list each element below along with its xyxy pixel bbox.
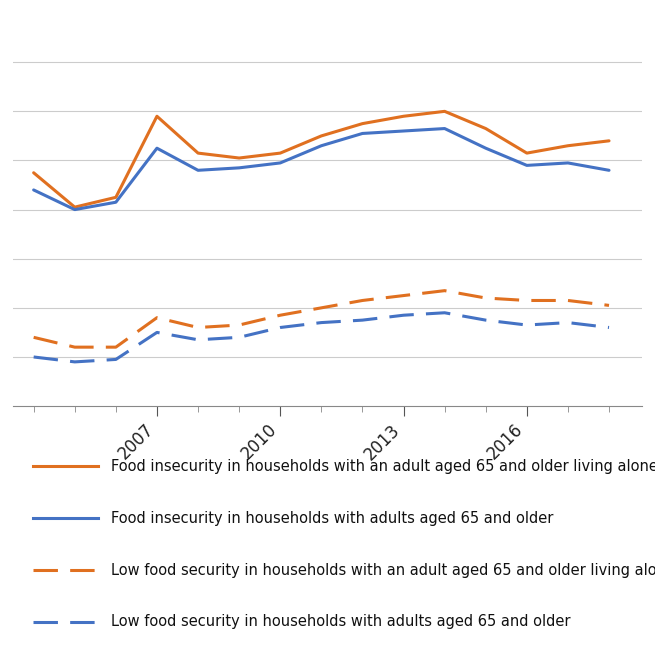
Text: Low food security in households with an adult aged 65 and older living alone: Low food security in households with an … [111, 563, 655, 578]
Text: Low food security in households with adults aged 65 and older: Low food security in households with adu… [111, 614, 571, 629]
Text: Food insecurity in households with an adult aged 65 and older living alone: Food insecurity in households with an ad… [111, 459, 655, 474]
Text: Food insecurity in households with adults aged 65 and older: Food insecurity in households with adult… [111, 511, 553, 526]
